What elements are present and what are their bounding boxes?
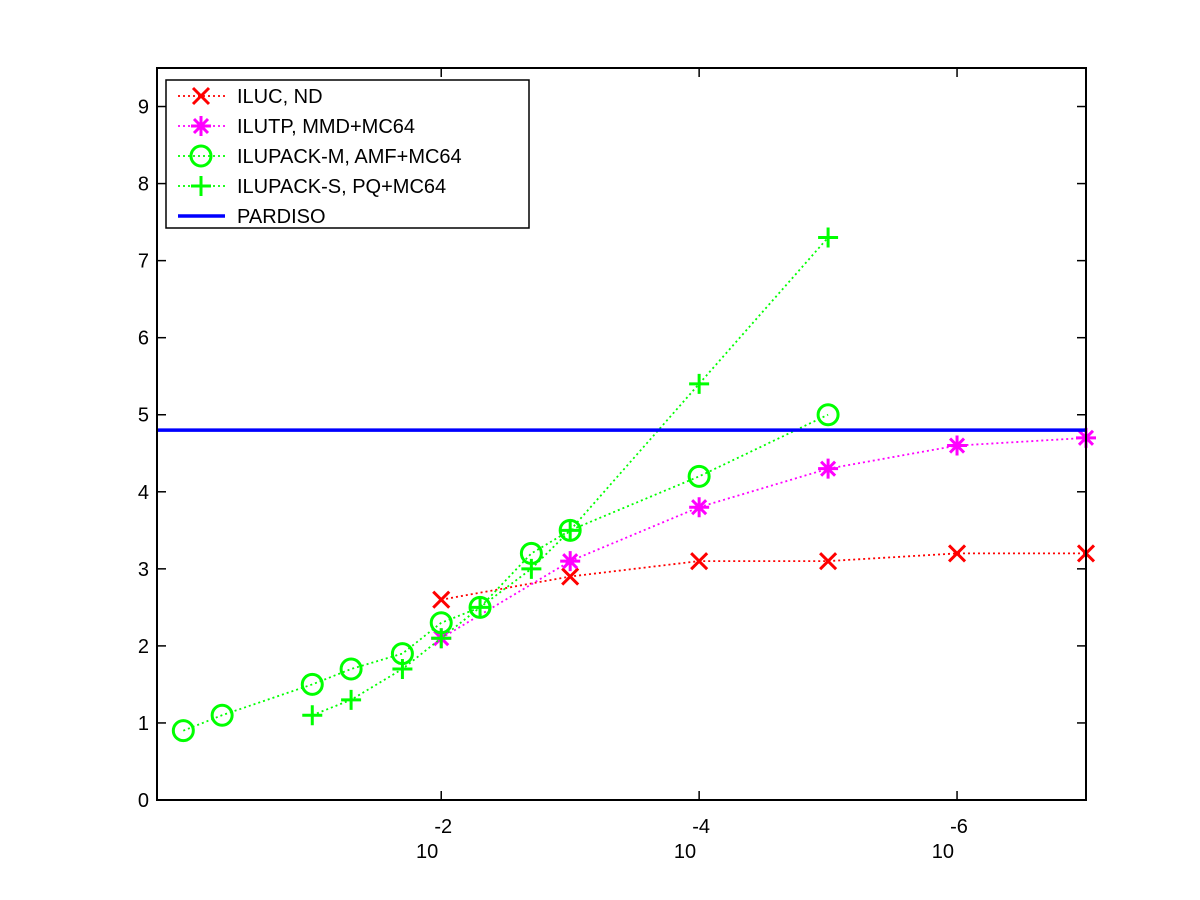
- data-layer: [157, 227, 1096, 743]
- series-0: [432, 544, 1096, 609]
- data-point: [302, 705, 323, 726]
- legend-entry: PARDISO: [178, 206, 326, 228]
- x-tick-label-base: 10: [674, 841, 696, 863]
- data-point: [210, 703, 234, 727]
- legend-swatch-marker: [191, 176, 211, 196]
- x-tick-label-exponent: -2: [434, 816, 452, 838]
- x-tick-label-base: 10: [932, 841, 954, 863]
- data-point: [341, 689, 362, 710]
- legend-swatch-marker: [189, 144, 213, 168]
- legend-label: ILUC, ND: [237, 86, 323, 108]
- data-point: [947, 544, 967, 563]
- data-point: [392, 659, 413, 680]
- legend-swatch-marker: [191, 86, 211, 106]
- data-point: [470, 597, 491, 618]
- y-tick-label: 3: [138, 559, 149, 581]
- x-tick-label-base: 10: [416, 841, 438, 863]
- data-point: [818, 458, 839, 479]
- legend-label: ILUPACK-M, AMF+MC64: [237, 146, 462, 168]
- series-line: [182, 413, 829, 732]
- legend-label: ILUTP, MMD+MC64: [237, 116, 415, 138]
- data-point: [687, 464, 711, 488]
- y-tick-label: 8: [138, 174, 149, 196]
- data-point: [818, 227, 839, 248]
- y-tick-label: 6: [138, 328, 149, 350]
- legend-box: [165, 79, 530, 229]
- y-tick-label: 5: [138, 405, 149, 427]
- axes: 0 1 2 3 4 5 6 7 8 9 10 -2 10 -4 10 -6: [138, 67, 1087, 863]
- legend-label: PARDISO: [237, 206, 326, 228]
- x-tick-label-exponent: -6: [950, 816, 968, 838]
- data-point: [819, 552, 838, 571]
- data-point: [300, 672, 324, 696]
- y-tick-label: 1: [138, 713, 149, 735]
- series-line: [440, 437, 1087, 639]
- data-point: [339, 657, 363, 681]
- data-point: [689, 373, 710, 394]
- data-point: [560, 520, 581, 541]
- data-point: [431, 628, 452, 649]
- legend-entry: ILUPACK-S, PQ+MC64: [178, 176, 446, 198]
- data-point: [947, 435, 968, 456]
- y-tick-label: 4: [138, 482, 149, 504]
- axes-box: [156, 67, 1087, 801]
- series-line: [441, 552, 1086, 601]
- series-3: [302, 227, 839, 726]
- data-point: [689, 497, 710, 518]
- y-tick-label: 7: [138, 251, 149, 273]
- data-point: [521, 558, 542, 579]
- x-tick-label-exponent: -4: [692, 816, 710, 838]
- legend: ILUC, ND ILUTP, MMD+MC64 ILUPACK-M, AMF+MC…: [165, 79, 530, 229]
- y-tick-label: 9: [138, 97, 149, 119]
- data-point: [432, 590, 451, 609]
- data-point: [171, 719, 195, 743]
- data-point: [690, 552, 709, 571]
- legend-label: ILUPACK-S, PQ+MC64: [237, 176, 446, 198]
- legend-entry: ILUPACK-M, AMF+MC64: [178, 144, 462, 168]
- legend-entry: ILUC, ND: [178, 86, 323, 108]
- data-point: [561, 567, 580, 586]
- y-tick-label: 0: [138, 790, 149, 812]
- y-tick-label: 2: [138, 636, 149, 658]
- legend-swatch-marker: [191, 116, 211, 136]
- legend-entry: ILUTP, MMD+MC64: [178, 116, 415, 138]
- data-point: [560, 551, 581, 572]
- data-point: [816, 403, 840, 427]
